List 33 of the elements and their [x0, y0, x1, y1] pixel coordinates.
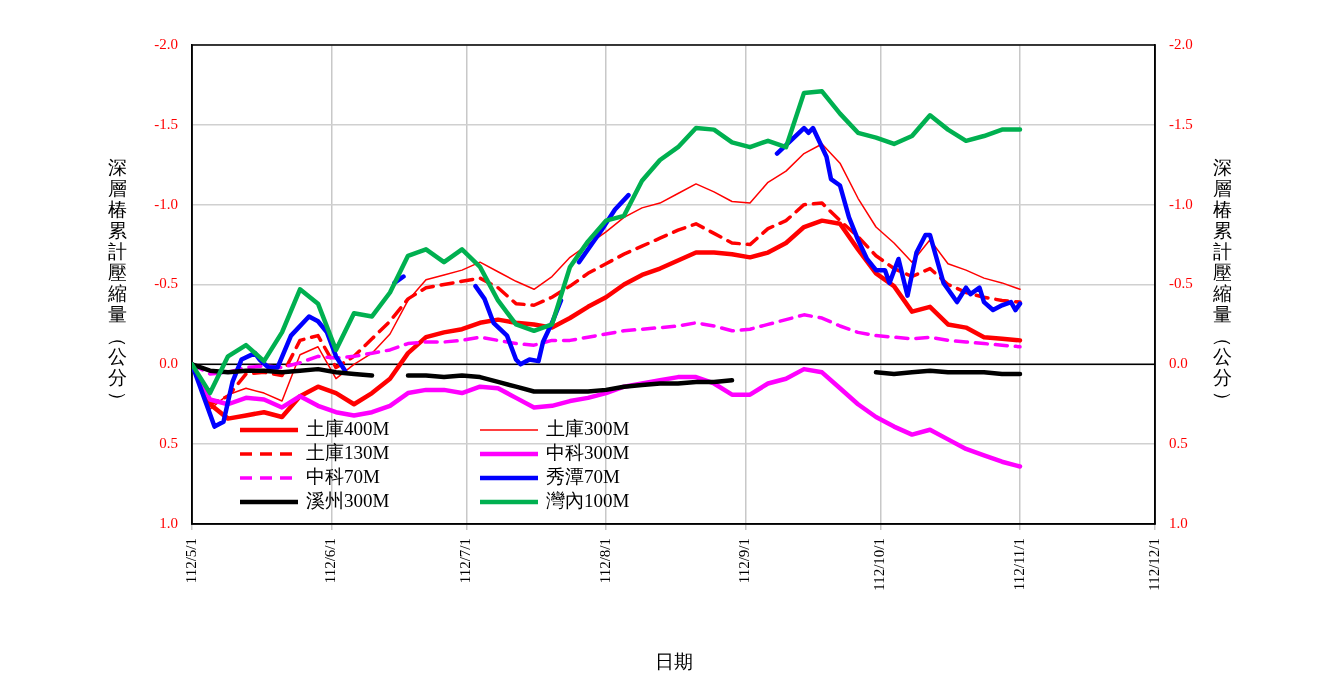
- x-tick-label: 112/7/1: [457, 538, 474, 584]
- y-tick-label: -0.5: [154, 275, 178, 292]
- x-tick-label: 112/10/1: [871, 538, 888, 591]
- y2-tick-label: 0.0: [1169, 355, 1188, 372]
- y2-tick-label: -2.0: [1169, 35, 1193, 52]
- x-tick-label: 112/11/1: [1010, 538, 1027, 591]
- x-tick-label: 112/12/1: [1145, 538, 1162, 591]
- x-tick-label: 112/8/1: [596, 538, 613, 584]
- y2-tick-label: -1.5: [1169, 115, 1193, 132]
- y-tick-label: 0.0: [159, 355, 178, 372]
- legend-label: 土庫130M: [306, 441, 390, 463]
- y2-tick-label: -0.5: [1169, 275, 1193, 292]
- legend-label: 土庫400M: [306, 417, 390, 439]
- legend-label: 中科300M: [546, 441, 630, 463]
- legend-label: 溪州300M: [306, 489, 390, 511]
- y-tick-label: -2.0: [154, 35, 178, 52]
- x-axis-title: 日期: [654, 650, 693, 672]
- y-tick-label: -1.0: [154, 195, 178, 212]
- y-tick-label: 0.5: [159, 435, 178, 452]
- y2-tick-label: 0.5: [1169, 435, 1188, 452]
- y2-tick-label: 1.0: [1169, 514, 1188, 531]
- x-tick-label: 112/9/1: [736, 538, 753, 584]
- legend-label: 秀潭70M: [546, 465, 620, 487]
- text: 深層椿累計壓縮量（公分）: [107, 156, 130, 410]
- legend-label: 土庫300M: [546, 417, 630, 439]
- x-tick-label: 112/5/1: [182, 538, 199, 584]
- legend-label: 灣內100M: [546, 489, 630, 511]
- y-tick-label: 1.0: [159, 514, 178, 531]
- y2-tick-label: -1.0: [1169, 195, 1193, 212]
- text: 深層椿累計壓縮量（公分）: [1212, 156, 1235, 410]
- y-tick-label: -1.5: [154, 115, 178, 132]
- legend-label: 中科70M: [306, 465, 380, 487]
- x-tick-label: 112/6/1: [322, 538, 339, 584]
